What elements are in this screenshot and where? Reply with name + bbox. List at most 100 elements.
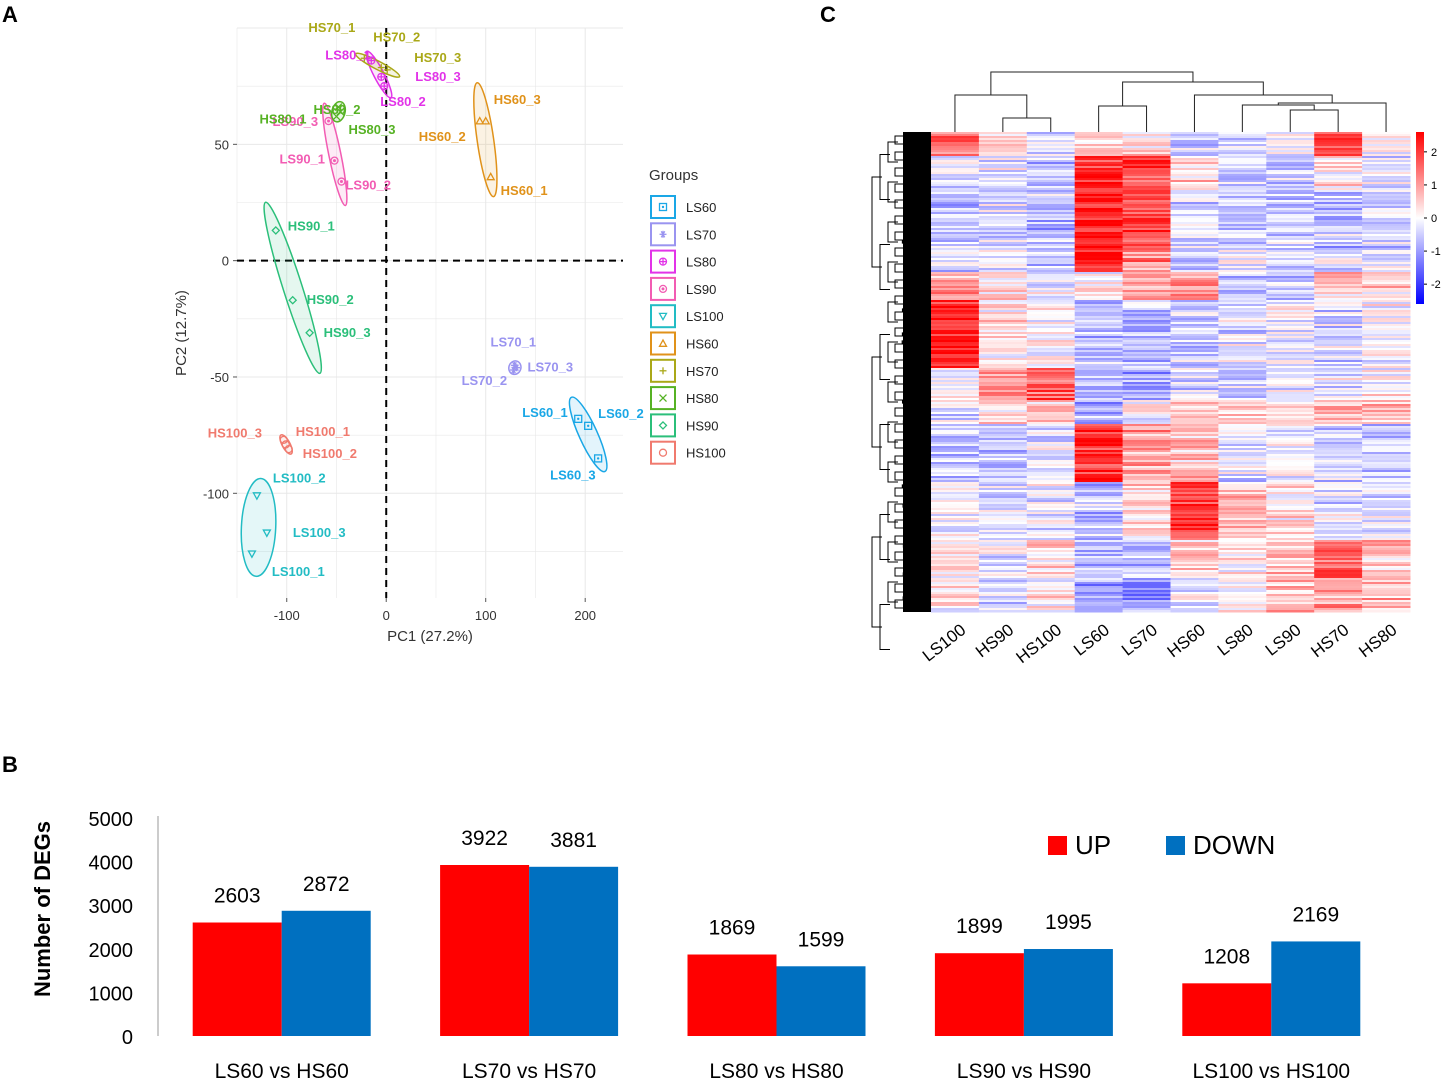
heatmap-cell [1218, 162, 1267, 165]
heatmap-cell [1026, 384, 1076, 387]
heatmap-cell [1026, 386, 1076, 389]
heatmap-cell [1026, 446, 1076, 449]
heatmap-cell [978, 420, 1028, 423]
heatmap-cell [1074, 170, 1124, 173]
heatmap-cell [1362, 294, 1411, 297]
heatmap-cell [1122, 302, 1171, 305]
heatmap-cell [1362, 314, 1411, 317]
heatmap-cell [1266, 434, 1315, 437]
column-label-ls70: LS70 [1118, 620, 1161, 659]
heatmap-cell [1122, 450, 1171, 453]
heatmap-cell [1266, 280, 1315, 283]
heatmap-cell [1170, 246, 1219, 249]
heatmap-cell [1314, 540, 1363, 543]
heatmap-cell [1218, 278, 1267, 281]
heatmap-cell [1122, 470, 1171, 473]
heatmap-cell [1026, 320, 1076, 323]
point-hs100-3 [281, 440, 290, 449]
heatmap-cell [1314, 562, 1363, 565]
heatmap-cell [1266, 206, 1315, 209]
heatmap-cell [1026, 180, 1076, 183]
heatmap-cell [1122, 570, 1171, 573]
heatmap-cell [931, 316, 980, 319]
heatmap-cell [1170, 250, 1219, 253]
bar-category-label: LS60 vs HS60 [215, 1060, 349, 1082]
heatmap-cell [931, 288, 980, 291]
heatmap-cell [1266, 318, 1315, 321]
heatmap-cell [1314, 610, 1363, 613]
heatmap-cell [1122, 140, 1171, 143]
heatmap-cell [1170, 574, 1219, 577]
color-scale-label: -2 [1431, 279, 1441, 291]
heatmap-cell [1314, 544, 1363, 547]
heatmap-cell [1218, 516, 1267, 519]
heatmap-cell [1362, 264, 1411, 267]
color-scale-label: -1 [1431, 246, 1441, 258]
heatmap-cell [1314, 462, 1363, 465]
heatmap-cell [1266, 220, 1315, 223]
heatmap-cell [1122, 222, 1171, 225]
heatmap-cell [1026, 288, 1076, 291]
heatmap-cell [1122, 374, 1171, 377]
heatmap-cell [1170, 488, 1219, 491]
heatmap-cell [978, 288, 1028, 291]
heatmap-cell [978, 432, 1028, 435]
heatmap-cell [1362, 368, 1411, 371]
heatmap-cell [1266, 232, 1315, 235]
heatmap-cell [1362, 354, 1411, 357]
heatmap-cell [1362, 204, 1411, 207]
heatmap-cell [978, 152, 1028, 155]
heatmap-cell [1026, 374, 1076, 377]
heatmap-cell [1218, 464, 1267, 467]
heatmap-cell [1122, 342, 1171, 345]
heatmap-cell [1362, 206, 1411, 209]
heatmap-cell [931, 222, 980, 225]
heatmap-cell [1074, 272, 1124, 275]
heatmap-cell [1314, 270, 1363, 273]
heatmap-cell [1074, 508, 1124, 511]
heatmap-cell [1170, 586, 1219, 589]
heatmap-cell [1026, 600, 1076, 603]
heatmap-cell [931, 376, 980, 379]
heatmap-cell [931, 236, 980, 239]
point-hs90-2 [288, 295, 298, 305]
point-label-hs90-2: HS90_2 [307, 292, 354, 307]
heatmap-cell [1026, 570, 1076, 573]
heatmap-cell [1122, 284, 1171, 287]
point-hs100-1 [279, 435, 288, 444]
heatmap-cell [1362, 400, 1411, 403]
heatmap-cell [1074, 406, 1124, 409]
heatmap-cell [978, 274, 1028, 277]
heatmap-cell [1218, 500, 1267, 503]
heatmap-cell [1218, 584, 1267, 587]
heatmap-cell [978, 284, 1028, 287]
heatmap-cell [1362, 186, 1411, 189]
heatmap-cell [978, 370, 1028, 373]
heatmap-cell [1074, 266, 1124, 269]
heatmap-cell [1266, 422, 1315, 425]
heatmap-cell [931, 590, 980, 593]
heatmap-cell [1170, 416, 1219, 419]
heatmap-cell [1218, 144, 1267, 147]
heatmap-cell [1074, 328, 1124, 331]
heatmap-cell [1362, 398, 1411, 401]
heatmap-cell [1074, 450, 1124, 453]
heatmap-cell [1122, 198, 1171, 201]
heatmap-cell [1218, 210, 1267, 213]
heatmap-cell [1362, 390, 1411, 393]
heatmap-cell [1362, 388, 1411, 391]
heatmap-cell [1314, 406, 1363, 409]
heatmap-cell [1026, 210, 1076, 213]
heatmap-cell [931, 592, 980, 595]
heatmap-cell [1122, 316, 1171, 319]
heatmap-cell [1170, 430, 1219, 433]
heatmap-cell [931, 460, 980, 463]
heatmap-cell [1074, 346, 1124, 349]
heatmap-cell [1362, 166, 1411, 169]
heatmap-cell [1074, 366, 1124, 369]
heatmap-cell [978, 536, 1028, 539]
heatmap-cell [1122, 504, 1171, 507]
heatmap-cell [931, 408, 980, 411]
heatmap-cell [931, 286, 980, 289]
heatmap-cell [931, 454, 980, 457]
